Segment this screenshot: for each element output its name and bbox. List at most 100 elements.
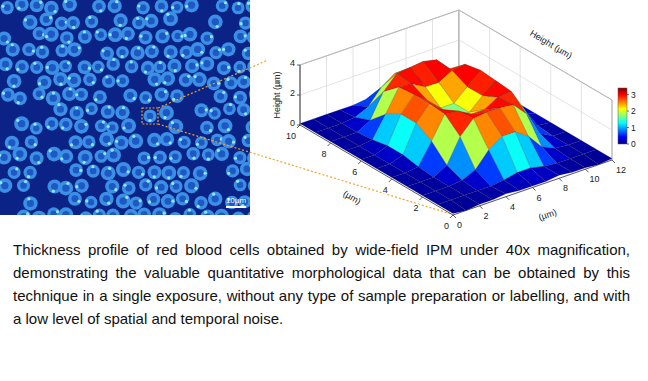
cell-highlight xyxy=(108,142,111,145)
cell-rim xyxy=(116,194,131,209)
cell-highlight xyxy=(123,184,126,187)
cell-center xyxy=(128,212,135,215)
cell xyxy=(114,135,128,149)
tick-label: 8 xyxy=(563,183,568,193)
cell-rim xyxy=(85,102,98,115)
cell-highlight xyxy=(165,32,168,35)
cell xyxy=(62,87,76,101)
cell-highlight xyxy=(130,60,133,63)
cell xyxy=(0,150,11,164)
cell-highlight xyxy=(67,61,70,64)
cell-rim xyxy=(184,178,199,193)
cell-highlight xyxy=(125,37,128,40)
cell-highlight xyxy=(77,200,80,203)
cell-rim xyxy=(87,165,100,178)
cell-highlight xyxy=(112,58,115,61)
cell-rim xyxy=(30,61,43,74)
cell xyxy=(93,90,107,104)
cell-rim xyxy=(223,102,236,115)
cell xyxy=(85,15,98,28)
tick-mark xyxy=(612,160,615,163)
cell-highlight xyxy=(229,103,232,106)
cell-highlight xyxy=(179,175,182,178)
cell xyxy=(154,87,168,101)
cell-highlight xyxy=(163,81,166,84)
cell xyxy=(234,30,248,44)
cell xyxy=(234,61,247,74)
cell xyxy=(23,196,37,210)
cell-highlight xyxy=(2,92,5,95)
cell-highlight xyxy=(96,210,99,213)
cell-highlight xyxy=(125,196,128,199)
cell xyxy=(128,134,143,149)
cell-center xyxy=(190,150,197,157)
cell xyxy=(68,192,82,206)
cell-center xyxy=(151,169,158,176)
cell-center xyxy=(119,78,126,85)
cell-center xyxy=(124,30,131,37)
cell-highlight xyxy=(156,142,159,145)
cell-center xyxy=(88,199,94,205)
tick-mark xyxy=(480,206,483,209)
cell-highlight xyxy=(192,157,195,160)
cell-highlight xyxy=(194,187,197,190)
cell-rim xyxy=(92,61,105,74)
cell xyxy=(1,1,14,14)
cell-center xyxy=(188,2,195,9)
cell-rim xyxy=(234,30,248,44)
cell-center xyxy=(164,198,171,205)
cell xyxy=(22,43,36,57)
cell-highlight xyxy=(154,156,157,159)
figure: 10µm0246810120246810024(µm)(µm)Height (µ… xyxy=(0,0,648,236)
cell-rim xyxy=(132,16,146,30)
cell-rim xyxy=(194,103,208,117)
tick-label: 4 xyxy=(290,58,295,68)
cell-highlight xyxy=(102,49,105,52)
cell-center xyxy=(78,123,85,130)
cell-center xyxy=(156,154,163,161)
cell-highlight xyxy=(205,108,208,111)
cell-highlight xyxy=(79,169,82,172)
cell-center xyxy=(119,49,125,55)
cell xyxy=(125,60,138,73)
tick-mark xyxy=(297,95,300,96)
cell xyxy=(208,14,223,29)
cell xyxy=(167,59,181,73)
cell-rim xyxy=(216,0,229,12)
cell-rim xyxy=(59,149,73,163)
cell-highlight xyxy=(6,67,9,70)
cell-rim xyxy=(247,211,250,215)
cell xyxy=(59,60,72,73)
cell-rim xyxy=(1,88,15,102)
cell xyxy=(25,135,38,148)
cell-center xyxy=(140,4,147,11)
colorbar xyxy=(618,88,627,144)
cell-rim xyxy=(179,73,193,87)
cell-highlight xyxy=(226,78,229,81)
cell-rim xyxy=(106,209,119,215)
cell xyxy=(202,148,215,161)
cell-rim xyxy=(114,13,128,27)
cell-rim xyxy=(147,193,161,207)
cell-rim xyxy=(138,151,151,164)
cell-rim xyxy=(240,162,250,176)
cell-center xyxy=(225,138,232,145)
tick-mark xyxy=(450,215,453,218)
cell-rim xyxy=(107,0,121,13)
cell-rim xyxy=(94,28,107,41)
cell xyxy=(67,42,82,57)
cell-center xyxy=(35,214,42,215)
cell-highlight xyxy=(108,106,111,109)
cell xyxy=(240,162,250,176)
cell-highlight xyxy=(227,172,230,175)
cell xyxy=(153,61,166,74)
cell xyxy=(232,1,245,14)
cell-rim xyxy=(130,46,144,60)
cell-rim xyxy=(92,0,106,13)
cell xyxy=(92,0,106,13)
cell-highlight xyxy=(61,126,64,129)
cell-center xyxy=(36,30,43,37)
cell-rim xyxy=(105,179,119,193)
tick-mark xyxy=(389,179,392,182)
cell-center xyxy=(1,154,8,161)
